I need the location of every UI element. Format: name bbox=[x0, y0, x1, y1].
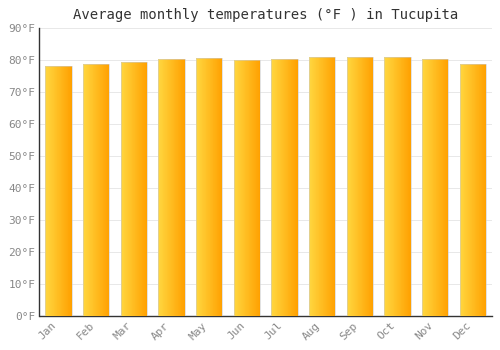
Bar bbox=[271, 59, 297, 316]
Bar bbox=[460, 64, 486, 316]
Bar bbox=[120, 62, 147, 316]
Bar bbox=[346, 56, 373, 316]
Bar bbox=[45, 66, 72, 316]
Title: Average monthly temperatures (°F ) in Tucupita: Average monthly temperatures (°F ) in Tu… bbox=[73, 8, 458, 22]
Bar bbox=[384, 56, 410, 316]
Bar bbox=[309, 57, 336, 316]
Bar bbox=[158, 60, 184, 316]
Bar bbox=[196, 58, 222, 316]
Bar bbox=[234, 60, 260, 316]
Bar bbox=[83, 64, 109, 316]
Bar bbox=[422, 60, 448, 316]
